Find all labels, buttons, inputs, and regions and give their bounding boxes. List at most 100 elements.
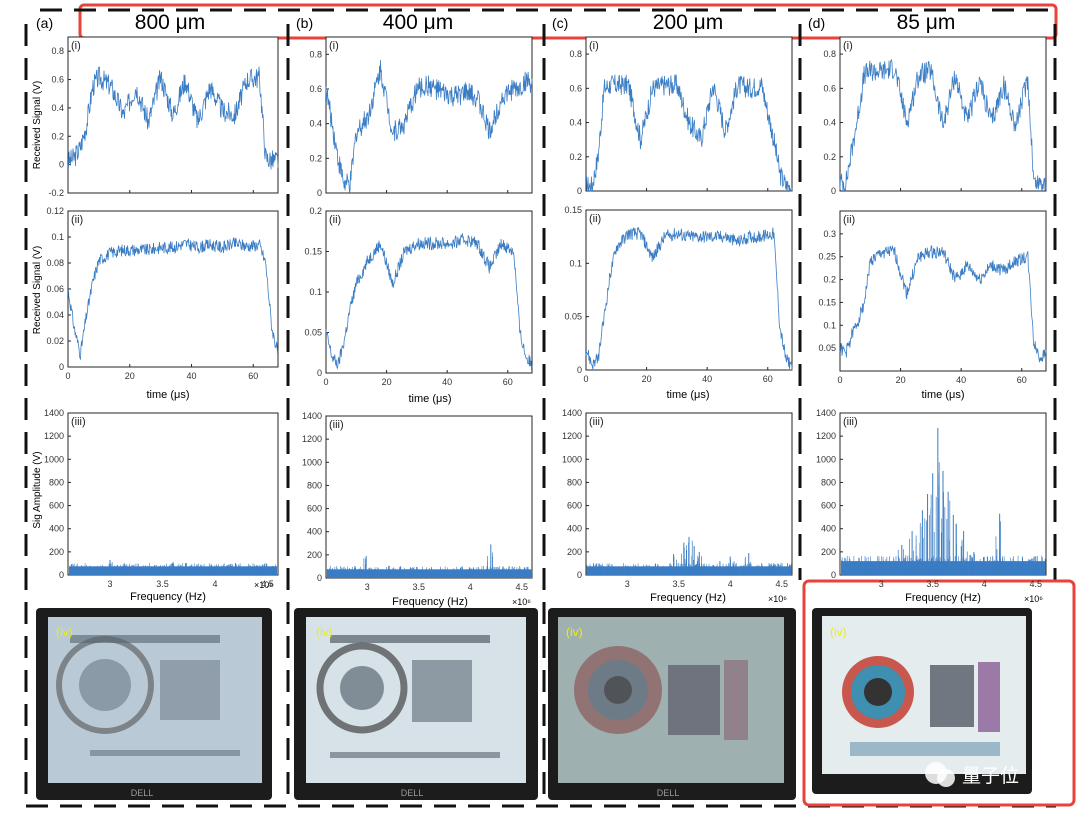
y-tick-label: 0.15 xyxy=(818,297,836,307)
y-tick-label: 1000 xyxy=(302,457,322,467)
monitor-c: (iv) DELL xyxy=(548,608,796,800)
x-tick-label: 20 xyxy=(125,371,135,381)
y-tick-label: 0.8 xyxy=(823,49,836,59)
y-tick-label: 1400 xyxy=(44,408,64,418)
signal-trace xyxy=(585,74,793,192)
y-tick-label: 0.1 xyxy=(823,320,836,330)
row-label: (i) xyxy=(843,40,853,52)
exp-c: ×10⁶ xyxy=(768,594,787,604)
row-label: (ii) xyxy=(589,213,601,225)
y-tick-label: 0.4 xyxy=(309,119,322,129)
panel-a-iii: 0 200 400 600 800 1000 1200 1400 3 3.5 4 4.5 (iii) xyxy=(44,408,279,589)
y-tick-label: 0.2 xyxy=(51,131,64,141)
y-tick-label: 0 xyxy=(577,365,582,375)
x-tick-label: 60 xyxy=(248,371,258,381)
watermark: 量子位 xyxy=(925,762,1019,787)
plot-frame xyxy=(67,412,279,576)
col-c-size: 200 μm xyxy=(653,11,723,34)
x-tick-label: 0 xyxy=(323,377,328,387)
y-tick-label: 0.8 xyxy=(309,49,322,59)
signal-trace xyxy=(325,59,533,193)
label-a-iv: (iv) xyxy=(56,625,73,639)
y-tick-label: 1200 xyxy=(302,434,322,444)
x-tick-label: 60 xyxy=(1017,375,1027,385)
y-tick-label: 1200 xyxy=(816,431,836,441)
row-label: (ii) xyxy=(71,214,83,226)
y-tick-label: 0.6 xyxy=(569,83,582,93)
y-tick-label: 0.08 xyxy=(46,258,64,268)
y-tick-label: 0.05 xyxy=(304,328,322,338)
y-tick-label: 0.02 xyxy=(46,336,64,346)
row-label: (iii) xyxy=(843,416,858,428)
row-label: (ii) xyxy=(843,214,855,226)
exp-d: ×10⁶ xyxy=(1024,594,1043,604)
col-b-letter: (b) xyxy=(296,15,313,31)
signal-trace xyxy=(839,58,1047,192)
xlabel-freq-c: Frequency (Hz) xyxy=(650,592,726,604)
panel-c-i: 0 0.2 0.4 0.6 0.8 (i) xyxy=(569,36,793,196)
y-tick-label: 0.15 xyxy=(304,247,322,257)
y-tick-label: 0.1 xyxy=(309,287,322,297)
x-tick-label: 4 xyxy=(468,582,473,592)
y-tick-label: 0.2 xyxy=(309,206,322,216)
plot-frame xyxy=(67,210,279,368)
x-tick-label: 4 xyxy=(728,579,733,589)
exp-a: ×10⁶ xyxy=(254,580,273,590)
x-tick-label: 4 xyxy=(982,579,987,589)
x-tick-label: 20 xyxy=(896,375,906,385)
y-tick-label: 0 xyxy=(577,570,582,580)
y-tick-label: 0.4 xyxy=(823,118,836,128)
xlabel-freq-a: Frequency (Hz) xyxy=(130,591,206,603)
plot-frame xyxy=(839,210,1047,372)
x-tick-label: 40 xyxy=(187,371,197,381)
y-tick-label: 1200 xyxy=(562,431,582,441)
y-tick-label: 1400 xyxy=(562,408,582,418)
y-tick-label: 0 xyxy=(59,160,64,170)
panel-d-iv-highlight xyxy=(802,579,1076,807)
panel-b-ii: 0 0.05 0.1 0.15 0.2 0 20 40 60 (ii) xyxy=(304,206,533,387)
x-tick-label: 60 xyxy=(503,377,513,387)
x-tick-label: 0 xyxy=(837,375,842,385)
y-tick-label: 0.4 xyxy=(569,118,582,128)
y-tick-label: 600 xyxy=(307,504,322,514)
plot-frame xyxy=(585,36,793,192)
plot-panels: -0.2 0 0.2 0.4 0.6 0.8 (i) 0 0.2 0.4 0.6 0.8 (i) 0 0.2… xyxy=(44,36,1047,592)
x-tick-label: 3.5 xyxy=(926,579,939,589)
y-tick-label: 0.25 xyxy=(818,252,836,262)
brand-a: DELL xyxy=(131,788,154,798)
y-tick-label: 0.12 xyxy=(46,206,64,216)
x-tick-label: 0 xyxy=(583,374,588,384)
signal-trace xyxy=(585,226,793,371)
col-d-size: 85 μm xyxy=(897,11,956,34)
signal-trace xyxy=(839,244,1047,363)
y-tick-label: 0.15 xyxy=(564,205,582,215)
ylabel-row-i: Received Signal (V) xyxy=(32,81,43,169)
plot-frame xyxy=(325,415,533,579)
row-label: (i) xyxy=(329,40,339,52)
col-a-letter: (a) xyxy=(36,15,53,31)
y-tick-label: 0 xyxy=(317,188,322,198)
x-tick-label: 3 xyxy=(879,579,884,589)
y-tick-label: 0.6 xyxy=(823,83,836,93)
row-label: (iii) xyxy=(71,416,86,428)
x-tick-label: 3.5 xyxy=(672,579,685,589)
y-tick-label: 1400 xyxy=(816,408,836,418)
label-b-iv: (iv) xyxy=(316,625,333,639)
y-tick-label: 0.04 xyxy=(46,310,64,320)
y-tick-label: 0.2 xyxy=(309,153,322,163)
x-tick-label: 3 xyxy=(625,579,630,589)
y-tick-label: 800 xyxy=(307,480,322,490)
brand-c: DELL xyxy=(657,788,680,798)
y-tick-label: 0.05 xyxy=(564,312,582,322)
y-tick-label: 0 xyxy=(831,186,836,196)
y-tick-label: 1000 xyxy=(44,454,64,464)
signal-trace xyxy=(325,232,533,371)
y-tick-label: 0 xyxy=(831,570,836,580)
panel-d-ii: 0.05 0.1 0.15 0.2 0.25 0.3 0 20 40 60 (ii) xyxy=(818,210,1047,385)
plot-frame xyxy=(839,36,1047,192)
label-c-iv: (iv) xyxy=(566,625,583,639)
y-tick-label: 400 xyxy=(307,527,322,537)
y-tick-label: 0 xyxy=(59,362,64,372)
y-tick-label: 1200 xyxy=(44,431,64,441)
